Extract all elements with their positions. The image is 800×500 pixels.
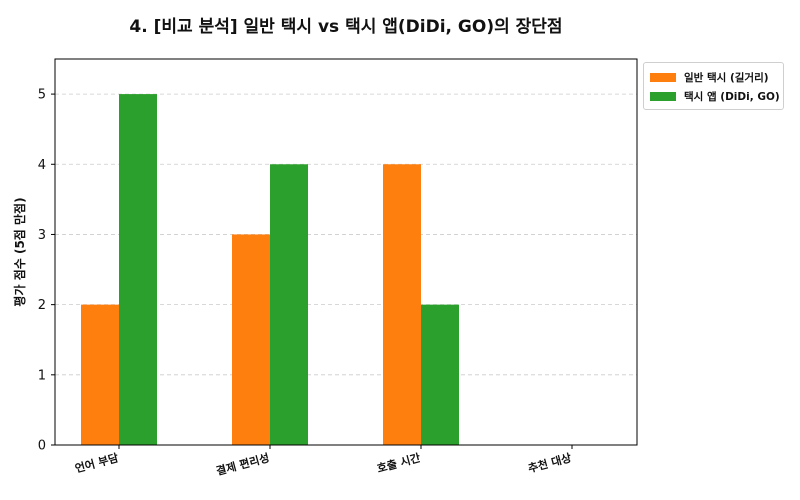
x-axis: 언어 부담 결제 편리성 호출 시간 추천 대상 (73, 445, 573, 478)
bar-street-taxi-2 (383, 164, 421, 446)
x-tick-label: 언어 부담 (73, 450, 119, 475)
legend-label: 택시 앱 (DiDi, GO) (684, 91, 780, 103)
plot-frame (54, 58, 638, 446)
bar-street-taxi-1 (232, 234, 270, 445)
y-axis: 0 1 2 3 4 5 (38, 88, 55, 454)
grid-lines (55, 93, 637, 376)
legend-label: 일반 택시 (길거리) (684, 72, 769, 84)
legend-swatch-taxi-app (650, 92, 676, 101)
bar-street-taxi-0 (81, 304, 119, 445)
y-tick-label: 4 (38, 158, 46, 173)
y-tick-label: 3 (38, 228, 46, 243)
y-axis-label: 평가 점수 (5점 만점) (12, 197, 27, 306)
x-tick-label: 추천 대상 (526, 450, 572, 475)
legend-item-street-taxi: 일반 택시 (길거리) (650, 68, 777, 87)
chart-title: 4. [비교 분석] 일반 택시 vs 택시 앱(DiDi, GO)의 장단점 (129, 17, 563, 37)
y-tick-label: 1 (38, 368, 46, 383)
bar-taxi-app-1 (270, 164, 308, 446)
x-tick-label: 호출 시간 (375, 450, 421, 475)
y-tick-label: 2 (38, 298, 46, 313)
y-tick-label: 0 (38, 439, 46, 454)
x-tick-label: 결제 편리성 (215, 450, 271, 478)
legend-swatch-street-taxi (650, 73, 676, 82)
y-tick-label: 5 (38, 88, 46, 103)
legend: 일반 택시 (길거리) 택시 앱 (DiDi, GO) (643, 62, 784, 110)
legend-item-taxi-app: 택시 앱 (DiDi, GO) (650, 87, 780, 106)
bar-taxi-app-0 (119, 94, 157, 445)
bars (81, 94, 459, 446)
bar-taxi-app-2 (421, 304, 459, 445)
